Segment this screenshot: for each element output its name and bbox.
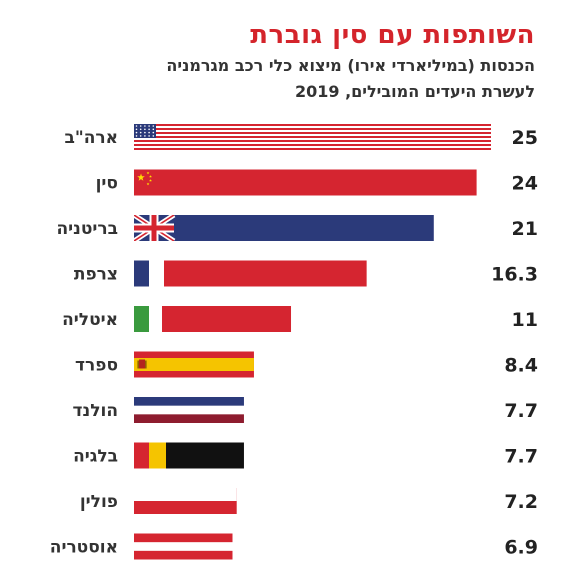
uk-flag-cross-horizontal-red: [134, 225, 174, 231]
chart-title: השותפות עם סין גוברת: [250, 20, 535, 50]
bar-belgium-flag: [134, 442, 244, 469]
star-icon: [148, 135, 150, 137]
chart-subtitle-line-1: הכנסות (במיליארדי אירו) מיצוא כלי רכב מג…: [166, 56, 535, 75]
star-icon: [139, 125, 142, 127]
italy-flag-white: [149, 306, 162, 332]
category-label: בלגיה: [73, 447, 118, 467]
value-label: 7.2: [504, 491, 538, 513]
star-icon: [152, 131, 155, 134]
spain-flag-yellow: [134, 358, 254, 371]
star-icon: [135, 135, 138, 137]
usa-flag-canton: [134, 124, 156, 138]
star-icon: [137, 173, 145, 181]
value-label: 8.4: [504, 355, 538, 377]
star-icon: [148, 131, 150, 134]
star-icon: [135, 125, 138, 127]
usa-flag-stripe: [134, 148, 491, 150]
chart-subtitle-line-2: לעשרת היעדים המובילים, 2019: [294, 82, 535, 101]
category-label: איטליה: [62, 310, 118, 330]
category-label: ספרד: [75, 356, 118, 376]
category-label: הולנד: [73, 401, 119, 421]
value-label: 6.9: [504, 537, 538, 559]
star-icon: [144, 128, 146, 131]
belgium-flag-red: [134, 442, 149, 469]
value-label: 16.3: [491, 264, 538, 286]
star-icon: [144, 135, 146, 137]
star-icon: [139, 131, 142, 134]
spain-coat-of-arms-icon: [139, 359, 145, 369]
category-label: פולין: [80, 492, 118, 512]
bar-usa-flag: [134, 124, 491, 150]
category-label: צרפת: [74, 265, 118, 285]
usa-flag-stripe: [134, 124, 491, 126]
bar-poland-flag: [134, 488, 237, 514]
usa-flag-stripe: [134, 128, 491, 130]
usa-flag-stripe: [134, 144, 491, 146]
star-icon: [149, 179, 152, 182]
usa-flag-stripe: [134, 132, 491, 134]
star-icon: [144, 131, 146, 134]
category-label: אוסטריה: [50, 538, 118, 558]
category-label: ארה"ב: [64, 128, 118, 148]
austria-flag-white: [134, 542, 233, 551]
uk-flag-field: [134, 215, 434, 241]
star-icon: [144, 125, 146, 127]
bar-italy-flag: [134, 306, 292, 332]
star-icon: [149, 175, 152, 178]
bar-china-flag: [134, 169, 477, 196]
star-icon: [139, 135, 142, 137]
poland-flag-white: [134, 488, 237, 501]
star-icon: [148, 128, 150, 131]
star-icon: [146, 171, 150, 175]
value-label: 7.7: [504, 446, 538, 468]
bar-france-flag: [134, 260, 367, 287]
bar-netherlands-flag: [134, 397, 244, 423]
china-flag-field: [134, 169, 477, 196]
star-icon: [135, 128, 138, 131]
value-label: 25: [512, 127, 538, 149]
star-icon: [135, 131, 138, 134]
netherlands-flag-red: [134, 414, 244, 423]
star-icon: [152, 125, 155, 127]
usa-flag-stripe: [134, 140, 491, 142]
spain-coat-pillar: [145, 360, 147, 369]
usa-flag-stripe: [134, 136, 491, 138]
france-flag-white: [149, 260, 164, 287]
star-icon: [152, 128, 155, 131]
star-icon: [139, 128, 142, 131]
value-label: 21: [512, 218, 538, 240]
value-label: 24: [512, 173, 538, 195]
star-icon: [146, 182, 150, 186]
category-label: סין: [96, 174, 118, 194]
value-label: 11: [512, 309, 538, 331]
category-label: בריטניה: [56, 219, 118, 239]
france-flag-blue: [134, 260, 149, 287]
value-label: 7.7: [504, 400, 538, 422]
star-icon: [148, 125, 150, 127]
belgium-flag-yellow: [149, 442, 166, 469]
italy-flag-green: [134, 306, 149, 332]
bar-spain-flag: [134, 351, 254, 378]
france-flag-red: [134, 260, 367, 287]
netherlands-flag-blue: [134, 397, 244, 406]
star-icon: [152, 135, 155, 137]
bar-austria-flag: [134, 533, 233, 560]
bar-uk-flag: [134, 215, 434, 241]
spain-coat-pillar: [137, 360, 139, 369]
